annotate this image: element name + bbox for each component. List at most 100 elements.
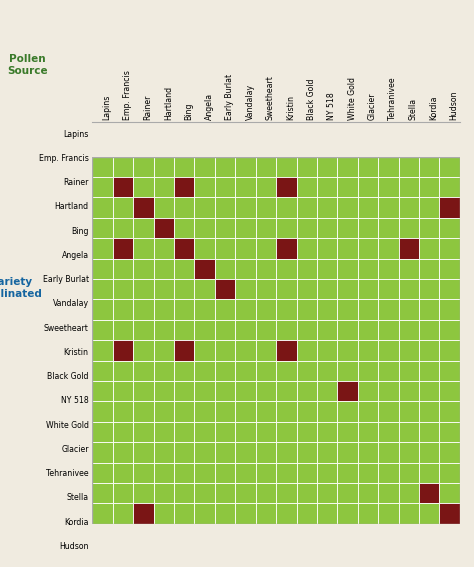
Bar (235, 340, 255, 361)
Bar (337, 361, 358, 381)
Bar (317, 340, 337, 361)
Bar (419, 279, 439, 299)
Text: White Gold: White Gold (46, 421, 89, 430)
Bar (439, 279, 460, 299)
Bar (113, 156, 133, 177)
Bar (174, 361, 194, 381)
Bar (154, 503, 174, 524)
Bar (317, 259, 337, 279)
Bar (358, 483, 378, 503)
Bar (92, 156, 113, 177)
Text: Stella: Stella (66, 493, 89, 502)
Bar (378, 463, 399, 483)
Bar (194, 156, 215, 177)
Bar (235, 156, 255, 177)
Bar (133, 340, 154, 361)
Bar (358, 320, 378, 340)
Bar (297, 381, 317, 401)
Text: Hartland: Hartland (55, 202, 89, 211)
Bar (174, 177, 194, 197)
Bar (235, 299, 255, 320)
Bar (215, 218, 235, 238)
Bar (113, 197, 133, 218)
Bar (337, 197, 358, 218)
Bar (378, 381, 399, 401)
Bar (92, 320, 113, 340)
Bar (92, 279, 113, 299)
Text: Kordia: Kordia (429, 95, 438, 120)
Bar (439, 340, 460, 361)
Bar (174, 218, 194, 238)
Bar (439, 320, 460, 340)
Bar (154, 340, 174, 361)
Bar (276, 218, 297, 238)
Bar (378, 156, 399, 177)
Bar (399, 463, 419, 483)
Bar (235, 320, 255, 340)
Bar (358, 279, 378, 299)
Bar (337, 218, 358, 238)
Bar (297, 259, 317, 279)
Bar (255, 177, 276, 197)
Bar (92, 238, 113, 259)
Bar (133, 259, 154, 279)
Bar (194, 279, 215, 299)
Bar (276, 503, 297, 524)
Bar (154, 218, 174, 238)
Bar (194, 320, 215, 340)
Bar (92, 442, 113, 463)
Bar (133, 422, 154, 442)
Text: Kordia: Kordia (64, 518, 89, 527)
Bar (337, 483, 358, 503)
Bar (133, 401, 154, 422)
Bar (439, 463, 460, 483)
Bar (317, 401, 337, 422)
Bar (378, 299, 399, 320)
Text: Hartland: Hartland (164, 86, 173, 120)
Bar (419, 299, 439, 320)
Bar (317, 279, 337, 299)
Bar (174, 279, 194, 299)
Bar (215, 381, 235, 401)
Bar (297, 442, 317, 463)
Bar (133, 156, 154, 177)
Bar (419, 401, 439, 422)
Bar (276, 177, 297, 197)
Bar (358, 238, 378, 259)
Bar (194, 463, 215, 483)
Bar (194, 503, 215, 524)
Bar (255, 401, 276, 422)
Bar (215, 422, 235, 442)
Bar (317, 320, 337, 340)
Bar (215, 340, 235, 361)
Bar (378, 177, 399, 197)
Bar (276, 156, 297, 177)
Bar (399, 442, 419, 463)
Bar (337, 340, 358, 361)
Bar (133, 320, 154, 340)
Bar (276, 422, 297, 442)
Text: Sweetheart: Sweetheart (266, 75, 275, 120)
Bar (297, 238, 317, 259)
Bar (174, 483, 194, 503)
Bar (419, 463, 439, 483)
Text: Pollen
Source: Pollen Source (8, 54, 48, 76)
Bar (399, 483, 419, 503)
Bar (194, 340, 215, 361)
Bar (255, 381, 276, 401)
Bar (133, 503, 154, 524)
Bar (439, 299, 460, 320)
Bar (358, 299, 378, 320)
Bar (337, 177, 358, 197)
Text: Early Burlat: Early Burlat (225, 74, 234, 120)
Bar (235, 381, 255, 401)
Bar (358, 197, 378, 218)
Bar (174, 259, 194, 279)
Text: Stella: Stella (409, 98, 418, 120)
Text: Black Gold: Black Gold (307, 78, 316, 120)
Bar (154, 320, 174, 340)
Bar (297, 463, 317, 483)
Bar (337, 381, 358, 401)
Bar (317, 361, 337, 381)
Bar (215, 238, 235, 259)
